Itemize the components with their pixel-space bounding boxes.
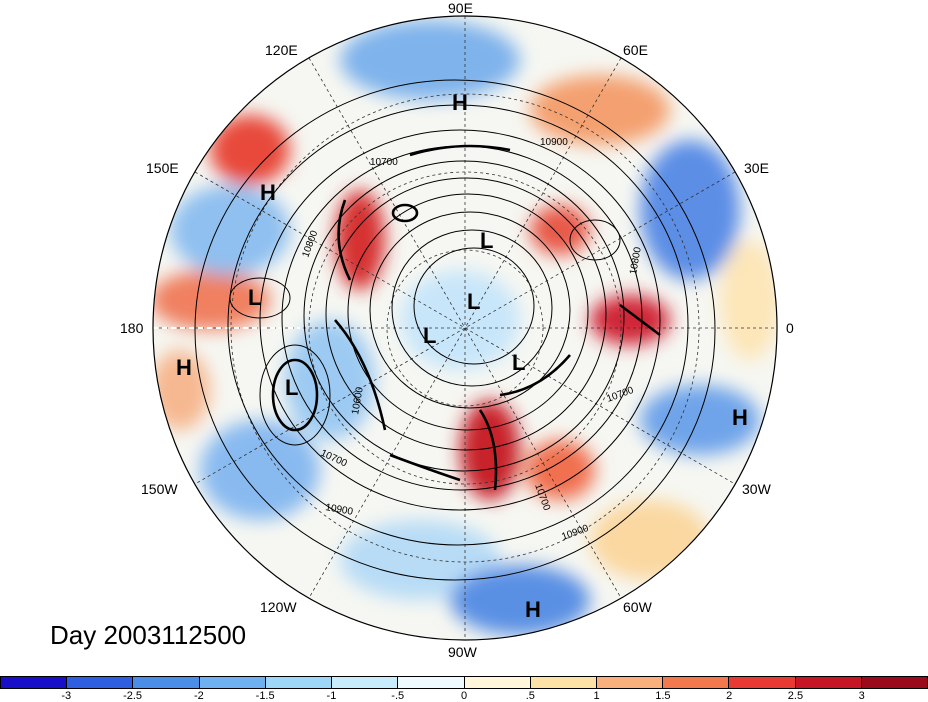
- high-pressure-marker: H: [732, 405, 748, 430]
- lon-label-60w: 60W: [623, 599, 652, 615]
- lon-label-150w: 150W: [141, 481, 178, 497]
- colorbar-swatch: [332, 677, 399, 688]
- contour-label: 10600: [350, 386, 366, 416]
- contour-label: 10700: [370, 157, 398, 168]
- lon-label-90w: 90W: [448, 644, 477, 660]
- lon-label-180: 180: [120, 320, 144, 336]
- colorbar-swatch: [67, 677, 134, 688]
- low-pressure-marker: L: [467, 289, 481, 314]
- low-pressure-marker: L: [480, 228, 494, 253]
- colorbar-swatch: [398, 677, 465, 688]
- colorbar-tick-label: -2.5: [123, 690, 143, 702]
- colorbar-swatch: [265, 677, 333, 688]
- colorbar-swatch: [1, 677, 68, 688]
- high-pressure-marker: H: [260, 180, 276, 205]
- colorbar-swatch: [199, 677, 266, 688]
- high-pressure-marker: H: [525, 597, 541, 622]
- colorbar-tick-label: 1: [593, 690, 600, 702]
- high-pressure-marker: H: [452, 90, 468, 115]
- colorbar-tick-label: 0: [460, 690, 468, 702]
- colorbar-tick-label: 2.5: [787, 690, 804, 702]
- contour-label: 10900: [540, 137, 568, 148]
- colorbar-swatch: [596, 677, 664, 688]
- colorbar-swatch: [133, 677, 200, 688]
- lon-label-30w: 30W: [742, 481, 771, 497]
- lon-label-120e: 120E: [265, 42, 298, 58]
- colorbar-tick-label: 1.5: [655, 690, 671, 702]
- low-pressure-marker: L: [512, 350, 526, 375]
- low-pressure-marker: L: [423, 323, 437, 348]
- colorbar-tick-label: .5: [525, 690, 535, 702]
- graticule: [153, 16, 777, 640]
- lon-label-0: 0: [786, 320, 794, 336]
- lon-label-30e: 30E: [744, 160, 769, 176]
- colorbar-swatch: [861, 677, 928, 688]
- colorbar-tick-label: -1.5: [255, 690, 275, 702]
- colorbar-tick-label: 2: [726, 690, 733, 702]
- low-pressure-marker: L: [248, 285, 262, 310]
- colorbar-swatch: [530, 677, 597, 688]
- contour-label: 10800: [628, 246, 644, 276]
- colorbar-tick-label: 3: [858, 690, 865, 702]
- height-contours: [194, 79, 716, 581]
- lon-label-120w: 120W: [260, 599, 297, 615]
- contour-label: 10900: [324, 502, 354, 518]
- colorbar-swatch: [795, 677, 862, 688]
- colorbar-tick-label: -.5: [391, 690, 405, 702]
- lon-label-90e: 90E: [448, 0, 473, 16]
- colorbar-swatch: [729, 677, 796, 688]
- lon-label-150e: 150E: [146, 160, 179, 176]
- colorbar-tick-label: -2: [193, 690, 204, 702]
- map-title: Day 2003112500: [50, 620, 247, 650]
- colorbar-swatch: [464, 677, 531, 688]
- jet-contours: [271, 144, 661, 491]
- colorbar: [0, 676, 928, 689]
- colorbar-tick-label: -3: [61, 690, 72, 702]
- lon-label-60e: 60E: [623, 42, 648, 58]
- colorbar-swatch: [663, 677, 730, 688]
- low-pressure-marker: L: [285, 375, 299, 400]
- high-pressure-marker: H: [176, 355, 192, 380]
- map-border: [152, 15, 778, 641]
- colorbar-tick-label: -1: [326, 690, 337, 702]
